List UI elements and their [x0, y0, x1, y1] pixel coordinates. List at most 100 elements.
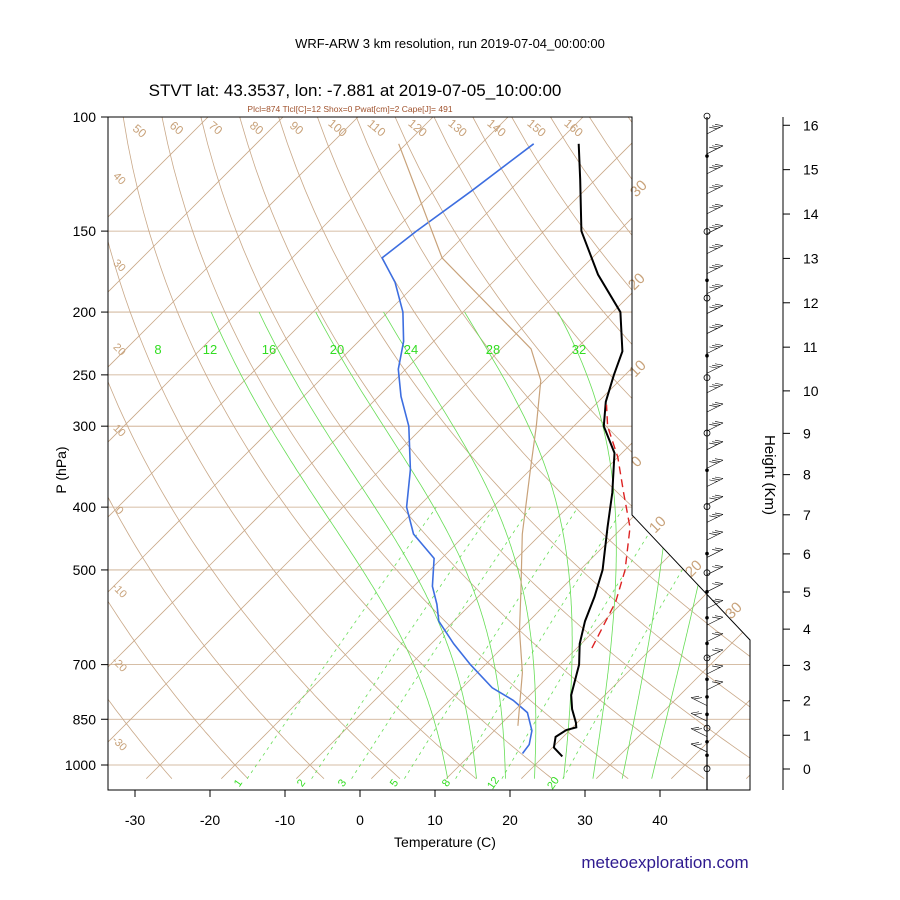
moist-adiabat-line — [651, 312, 738, 779]
x-tick-label: 20 — [502, 812, 518, 828]
moist-adiabat-label: 12 — [203, 342, 217, 357]
calm-wind-circle — [703, 294, 711, 302]
wind-barb-feather — [712, 459, 721, 462]
wind-barb — [690, 743, 708, 753]
wind-barb — [706, 345, 724, 354]
wind-barb-feather — [709, 479, 718, 482]
pressure-tick-label: 100 — [73, 109, 97, 125]
wind-barb — [690, 697, 708, 706]
wind-barb-feather — [709, 126, 718, 130]
wind-barb-feather — [714, 323, 724, 326]
wind-barb-feather — [712, 649, 721, 652]
pressure-tick-label: 250 — [73, 367, 97, 383]
isotherm-line — [108, 117, 284, 779]
wind-level-dot — [705, 154, 709, 158]
wind-barb-feather — [712, 441, 721, 444]
dry-adiabat-line — [108, 117, 173, 779]
sounding-profiles — [381, 143, 631, 758]
wind-barb-feather — [712, 245, 721, 248]
wind-barb — [706, 665, 724, 675]
wind-barb-feather — [714, 648, 724, 651]
x-tick-label: 30 — [577, 812, 593, 828]
wind-barb-feather — [693, 712, 702, 715]
isotherm-label: 0 — [113, 504, 126, 517]
mixing-ratio-line — [311, 506, 495, 779]
mixing-ratio-label: 12 — [485, 775, 502, 792]
isotherm-line — [108, 117, 434, 779]
isotherm-line — [146, 117, 750, 779]
dry-adiabat-label: 60 — [167, 118, 186, 138]
dry-adiabat-label: 160 — [561, 116, 586, 140]
wind-barb-feather — [709, 326, 718, 329]
wind-barb-feather — [714, 382, 724, 386]
height-tick-label: 5 — [803, 584, 811, 600]
dry-adiabat-line — [108, 117, 325, 779]
wind-barb-feather — [714, 283, 724, 286]
wind-barb-column — [690, 112, 724, 790]
wind-barb-feather — [712, 616, 721, 619]
plot-frame — [107, 116, 751, 791]
isotherm-line — [108, 117, 509, 779]
height-tick-label: 8 — [803, 467, 811, 483]
isotherm-label: -10 — [109, 581, 129, 601]
wind-barb-feather — [712, 325, 721, 328]
wind-barb-feather — [712, 633, 721, 636]
wind-barb — [706, 600, 724, 609]
isotherm-line — [671, 117, 750, 779]
height-tick-label: 2 — [803, 693, 811, 709]
run-title: WRF-ARW 3 km resolution, run 2019-07-04_… — [295, 36, 605, 51]
wind-barb-feather — [693, 697, 702, 700]
wind-barb-feather — [712, 305, 721, 308]
wind-barb-feather — [714, 223, 724, 226]
y-axis-label: P (hPa) — [53, 446, 69, 493]
height-tick-label: 0 — [803, 761, 811, 777]
wind-barb-feather — [712, 345, 721, 348]
mixing-ratio-label: 3 — [336, 777, 349, 789]
wind-barb-feather — [712, 125, 721, 128]
wind-barb-feather — [709, 405, 718, 408]
wind-barb-feather — [712, 165, 721, 168]
wind-barb-feather — [709, 497, 718, 500]
wind-barb — [706, 285, 724, 294]
wind-barb — [706, 384, 724, 394]
height-tick-label: 11 — [803, 339, 818, 355]
moist-adiabat-label: 32 — [572, 342, 586, 357]
wind-level-dot — [705, 641, 709, 646]
isotherm-label: 40 — [111, 170, 128, 187]
calm-wind-circle — [703, 724, 711, 732]
wind-barb — [706, 265, 724, 274]
wind-barb-feather — [714, 458, 724, 461]
moist-adiabat-label: 20 — [330, 342, 344, 357]
wind-level-dot — [705, 677, 709, 682]
calm-wind-circle — [703, 654, 711, 662]
wind-barb-feather — [709, 166, 718, 169]
wind-barb-feather — [714, 203, 724, 207]
pressure-tick-label: 300 — [73, 418, 97, 434]
wind-level-dot — [705, 551, 709, 556]
calm-wind-circle — [703, 228, 711, 235]
height-tick-label: 4 — [803, 621, 811, 637]
wind-barb — [706, 145, 724, 155]
height-tick-label: 15 — [803, 162, 819, 178]
height-tick-label: 7 — [803, 507, 811, 523]
dry-adiabat-label: 120 — [405, 116, 430, 140]
isotherm-line — [371, 117, 750, 779]
dry-adiabat-line — [317, 117, 750, 780]
x-tick-label: 0 — [356, 812, 364, 828]
isotherm-line — [521, 117, 750, 779]
mixing-ratio-label: 20 — [545, 775, 562, 792]
wind-barb-feather — [714, 303, 724, 306]
wind-barb-feather — [709, 246, 718, 249]
dry-adiabat-line — [278, 117, 750, 780]
moist-adiabat-line — [210, 311, 449, 779]
wind-barb-feather — [709, 442, 718, 445]
isotherm-line — [221, 117, 750, 779]
isotherm-label-right: 10 — [626, 357, 650, 381]
wind-barb-feather — [712, 364, 721, 367]
isotherm-label-right: 30 — [722, 599, 746, 623]
height-axis-label: Height (Km) — [761, 435, 778, 515]
wind-barb — [706, 403, 724, 413]
wind-barb-feather — [714, 163, 724, 167]
isotherm-label-right: 30 — [627, 177, 651, 201]
wind-barb — [706, 549, 724, 558]
